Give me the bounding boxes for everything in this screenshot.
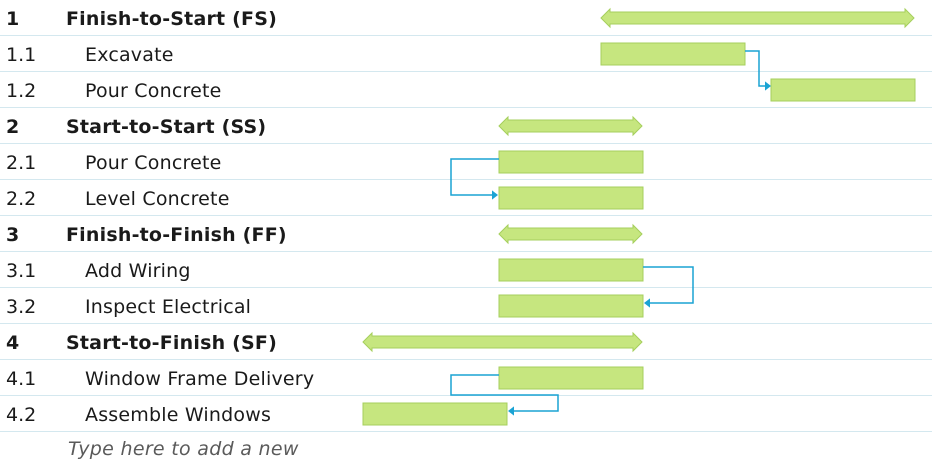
task-bar[interactable] (498, 366, 644, 390)
task-name: Window Frame Delivery (85, 368, 314, 390)
task-id: 1.2 (6, 80, 36, 102)
task-row[interactable]: 1 Finish-to-Start (FS) (6, 8, 277, 30)
dependency-links (450, 50, 771, 416)
task-bar[interactable] (600, 42, 746, 66)
summary-bar[interactable] (498, 115, 643, 137)
task-id: 1 (6, 8, 19, 30)
add-new-task-placeholder[interactable]: Type here to add a new (68, 438, 299, 460)
link-arrowhead (508, 406, 514, 416)
summary-bar[interactable] (498, 223, 643, 245)
task-bar[interactable] (498, 150, 644, 174)
task-row[interactable]: 1.1 Excavate (6, 44, 174, 66)
task-row[interactable]: 4 Start-to-Finish (SF) (6, 332, 277, 354)
task-row[interactable]: 4.2 Assemble Windows (6, 404, 271, 426)
task-name: Inspect Electrical (85, 296, 251, 318)
task-bar[interactable] (498, 258, 644, 282)
dependency-link (450, 158, 499, 196)
summary-bar[interactable] (600, 7, 915, 29)
summary-task-name: Finish-to-Finish (FF) (66, 224, 287, 246)
task-id: 3.1 (6, 260, 36, 282)
gantt-bars (362, 7, 916, 426)
task-row[interactable]: 3.2 Inspect Electrical (6, 296, 251, 318)
task-bar[interactable] (498, 186, 644, 210)
summary-task-name: Finish-to-Start (FS) (66, 8, 277, 30)
task-id: 2 (6, 116, 19, 138)
link-arrowhead (765, 81, 771, 91)
task-id: 4.1 (6, 368, 36, 390)
task-id: 3.2 (6, 296, 36, 318)
task-id: 1.1 (6, 44, 36, 66)
task-name: Pour Concrete (85, 152, 222, 174)
task-id: 4 (6, 332, 19, 354)
task-row[interactable]: 1.2 Pour Concrete (6, 80, 222, 102)
task-bar[interactable] (362, 402, 508, 426)
task-row[interactable]: 4.1 Window Frame Delivery (6, 368, 314, 390)
task-row[interactable]: 2 Start-to-Start (SS) (6, 116, 266, 138)
task-row[interactable]: 2.1 Pour Concrete (6, 152, 222, 174)
link-arrowhead (644, 298, 650, 308)
link-arrowhead (492, 190, 498, 200)
dependency-link (745, 50, 765, 87)
task-id: 4.2 (6, 404, 36, 426)
task-bar[interactable] (498, 294, 644, 318)
task-row[interactable]: 3.1 Add Wiring (6, 260, 191, 282)
task-row[interactable]: 3 Finish-to-Finish (FF) (6, 224, 287, 246)
summary-task-name: Start-to-Start (SS) (66, 116, 266, 138)
task-name: Pour Concrete (85, 80, 222, 102)
task-row[interactable]: 2.2 Level Concrete (6, 188, 230, 210)
task-name: Assemble Windows (85, 404, 271, 426)
task-name: Add Wiring (85, 260, 191, 282)
task-bar[interactable] (770, 78, 916, 102)
summary-bar[interactable] (362, 331, 643, 353)
task-list: 1 Finish-to-Start (FS) 1.1 Excavate 1.2 Pour … (6, 8, 314, 426)
task-id: 2.1 (6, 152, 36, 174)
task-name: Level Concrete (85, 188, 230, 210)
task-name: Excavate (85, 44, 174, 66)
task-id: 3 (6, 224, 19, 246)
summary-task-name: Start-to-Finish (SF) (66, 332, 277, 354)
dependency-link (643, 266, 694, 304)
dependency-link (450, 374, 559, 412)
row-grid-lines (0, 35, 932, 432)
task-id: 2.2 (6, 188, 36, 210)
